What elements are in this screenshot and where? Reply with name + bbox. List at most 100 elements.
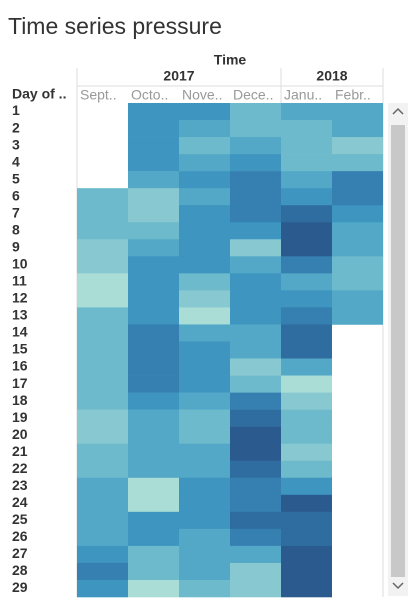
- heat-cell: [230, 307, 281, 325]
- heat-cell: [230, 120, 281, 138]
- row-label: 6: [12, 187, 20, 203]
- heat-cell: [281, 528, 332, 547]
- year-label: 2018: [316, 68, 347, 84]
- heat-cell: [179, 426, 230, 444]
- row-label: 17: [12, 375, 28, 391]
- heat-cell: [230, 137, 281, 155]
- heat-cell: [230, 511, 281, 530]
- heat-cell: [128, 579, 179, 598]
- heat-cell: [230, 562, 281, 581]
- heat-cell: [179, 358, 230, 376]
- heat-cell: [281, 392, 332, 410]
- heat-cell: [77, 579, 128, 598]
- heat-cell: [128, 528, 179, 547]
- column-label: Octo..: [131, 87, 168, 103]
- chart-title: Time series pressure: [8, 13, 222, 39]
- heat-cell: [77, 341, 128, 359]
- heat-cell: [332, 120, 383, 138]
- heat-cell: [77, 324, 128, 342]
- heat-cell: [77, 256, 128, 274]
- scrollbar-thumb[interactable]: [391, 125, 405, 577]
- row-label: 20: [12, 426, 28, 442]
- heat-cell: [281, 375, 332, 393]
- heat-cell: [230, 154, 281, 172]
- column-label: Dece..: [233, 87, 273, 103]
- heat-cell: [77, 358, 128, 376]
- heat-cell: [128, 409, 179, 427]
- heat-cell: [230, 375, 281, 393]
- heat-cell: [128, 171, 179, 189]
- heat-cell: [179, 307, 230, 325]
- heat-cell: [230, 477, 281, 496]
- heat-cell: [179, 273, 230, 291]
- heat-cell: [281, 290, 332, 308]
- heat-cell: [332, 137, 383, 155]
- heat-cell: [179, 120, 230, 138]
- heat-cell: [281, 341, 332, 359]
- row-label: 2: [12, 119, 20, 135]
- heat-cell: [179, 239, 230, 257]
- heat-cell: [128, 324, 179, 342]
- heat-cell: [179, 103, 230, 121]
- heat-cell: [77, 528, 128, 547]
- heat-cell: [128, 545, 179, 564]
- heat-cell: [281, 171, 332, 189]
- heat-cell: [281, 324, 332, 342]
- column-label: Febr..: [335, 87, 371, 103]
- heat-cell: [332, 290, 383, 308]
- heat-cell: [230, 460, 281, 479]
- row-label: 19: [12, 409, 28, 425]
- heat-cell: [77, 188, 128, 206]
- heat-cell: [179, 137, 230, 155]
- row-label: 13: [12, 307, 28, 323]
- heat-cell: [230, 392, 281, 410]
- heat-cell: [128, 426, 179, 444]
- heat-cell: [281, 545, 332, 564]
- heat-cell: [332, 273, 383, 291]
- heat-cell: [332, 239, 383, 257]
- row-label: 27: [12, 545, 28, 561]
- heat-cell: [332, 222, 383, 240]
- heat-cell: [77, 460, 128, 479]
- scroll-up[interactable]: [392, 107, 404, 115]
- column-label: Nove..: [182, 87, 222, 103]
- heat-cell: [332, 256, 383, 274]
- heat-cell: [128, 137, 179, 155]
- heat-cell: [128, 341, 179, 359]
- heat-cell: [128, 460, 179, 479]
- heat-cell: [128, 358, 179, 376]
- heat-cell: [230, 239, 281, 257]
- heat-cell: [179, 188, 230, 206]
- heat-cell: [230, 426, 281, 444]
- heat-cell: [230, 103, 281, 121]
- row-label: 5: [12, 170, 20, 186]
- heat-cell: [128, 103, 179, 121]
- heat-cell: [128, 154, 179, 172]
- row-label: 29: [12, 579, 28, 595]
- heat-cell: [77, 290, 128, 308]
- heat-cell: [77, 477, 128, 496]
- heat-cell: [332, 307, 383, 325]
- heat-cell: [179, 494, 230, 513]
- heat-cell: [179, 375, 230, 393]
- column-label: Sept..: [80, 87, 117, 103]
- scroll-down[interactable]: [392, 582, 404, 590]
- heat-cell: [128, 307, 179, 325]
- row-label: 10: [12, 256, 28, 272]
- row-label: 21: [12, 443, 28, 459]
- heat-cell: [77, 239, 128, 257]
- heat-cell: [179, 443, 230, 462]
- row-label: 9: [12, 238, 20, 254]
- heat-cell: [230, 341, 281, 359]
- heat-cell: [179, 324, 230, 342]
- row-label: 15: [12, 341, 28, 357]
- heat-cell: [128, 562, 179, 581]
- heat-cell: [281, 103, 332, 121]
- heat-cell: [128, 511, 179, 530]
- heat-cell: [281, 494, 332, 513]
- heat-cell: [179, 511, 230, 530]
- heat-cell: [230, 409, 281, 427]
- heat-cell: [281, 477, 332, 496]
- heat-cell: [230, 494, 281, 513]
- heat-cell: [179, 341, 230, 359]
